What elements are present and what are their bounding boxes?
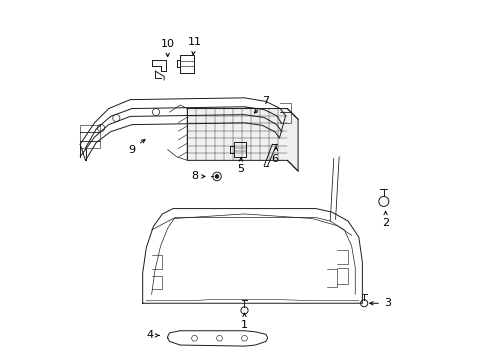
Text: 6: 6 — [271, 147, 278, 163]
Text: 10: 10 — [161, 39, 174, 57]
Text: 1: 1 — [241, 313, 247, 330]
Text: 3: 3 — [369, 298, 390, 308]
Text: 4: 4 — [146, 330, 159, 341]
Text: 5: 5 — [237, 158, 244, 174]
Text: 7: 7 — [254, 96, 269, 113]
Circle shape — [215, 175, 218, 178]
Text: 2: 2 — [381, 211, 388, 228]
Text: 11: 11 — [187, 37, 201, 55]
Text: 8: 8 — [190, 171, 204, 181]
Polygon shape — [187, 109, 298, 171]
Text: 9: 9 — [128, 140, 145, 155]
